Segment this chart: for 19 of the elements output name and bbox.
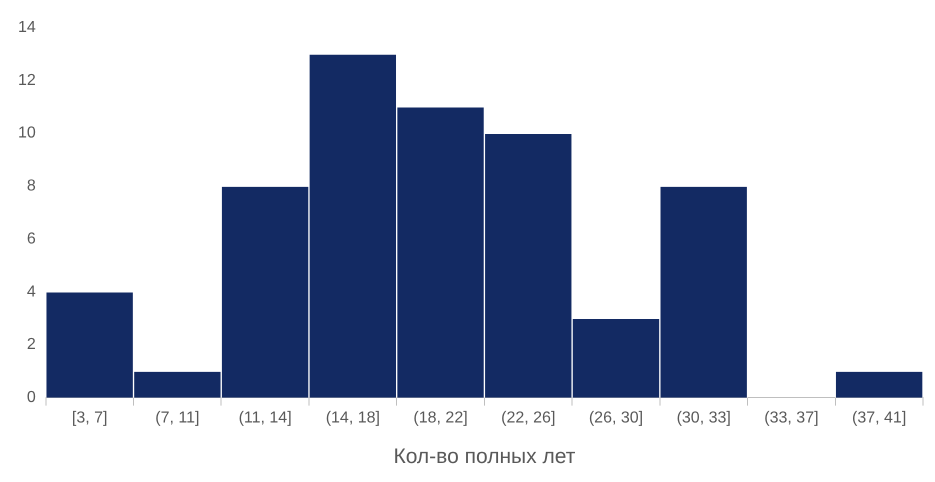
x-tick-label: (37, 41]	[852, 410, 906, 427]
x-tick-label: (26, 30]	[588, 410, 644, 427]
y-tick-label: 10	[18, 124, 36, 142]
y-tick-label: 6	[26, 230, 36, 248]
x-tick-label: (22, 26]	[501, 410, 556, 427]
y-tick-label: 14	[18, 19, 36, 36]
x-tick-label: (30, 33]	[676, 410, 731, 427]
x-tick-label: (18, 22]	[413, 410, 468, 427]
y-tick-label: 8	[26, 178, 36, 195]
x-tick-label: (7, 11]	[155, 410, 200, 427]
y-tick-label: 2	[26, 336, 36, 354]
y-tick-label: 0	[26, 389, 36, 406]
x-tick-label: (14, 18]	[326, 410, 380, 427]
x-tick-label: (33, 37]	[764, 410, 819, 427]
x-tick-label: (11, 14]	[238, 410, 292, 427]
y-tick-label: 12	[18, 72, 36, 89]
y-tick-label: 4	[26, 283, 36, 300]
x-tick-label: [3, 7]	[72, 410, 108, 427]
x-axis-title: Кол-во полных лет	[393, 445, 576, 468]
